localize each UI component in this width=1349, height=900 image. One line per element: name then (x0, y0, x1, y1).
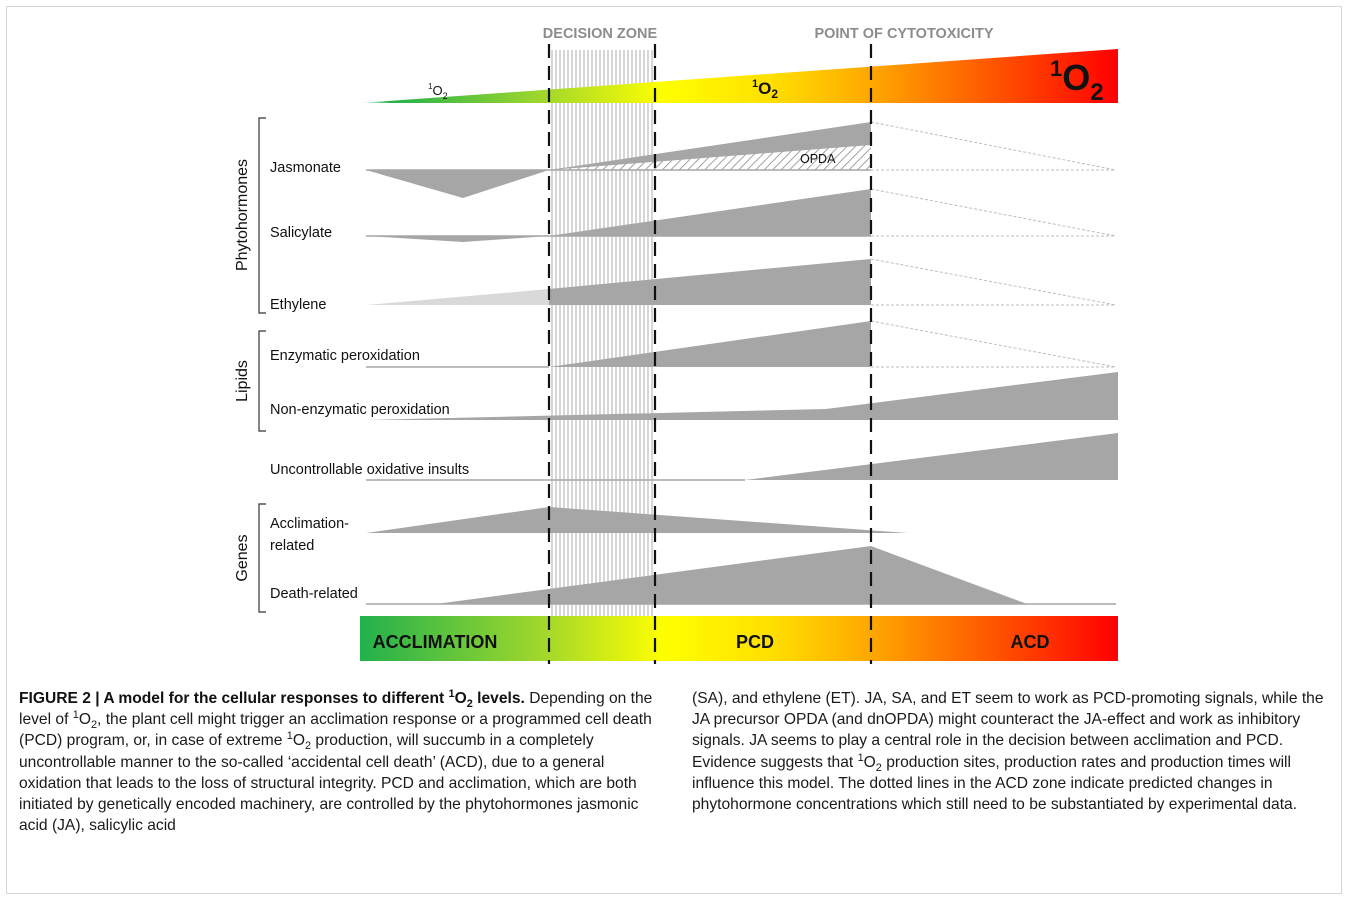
salicylate-predicted-upper (870, 188, 1117, 237)
caption-title: FIGURE 2 | A model for the cellular resp… (19, 687, 525, 711)
acclimation-related-label-line1: Acclimation- (270, 516, 349, 532)
opda-label: OPDA (800, 152, 836, 166)
decision-zone-label: DECISION ZONE (543, 26, 658, 42)
non-enzymatic-peroxidation-label: Non-enzymatic peroxidation (270, 402, 450, 418)
jasmonate-label: Jasmonate (270, 160, 341, 176)
caption-right-part2: production sites, production rates and p… (692, 753, 1298, 814)
acclimation-related-label-line2: related (270, 538, 314, 554)
genes-group-label: Genes (234, 534, 251, 581)
ethylene-row (366, 258, 1117, 306)
uncontrollable-insults-row (366, 433, 1118, 481)
acd-outcome-label: ACD (1011, 632, 1050, 652)
jasmonate-predicted-upper (870, 121, 1117, 171)
enzymatic-predicted-upper (870, 320, 1117, 368)
opda-hatched-shape (549, 145, 871, 170)
singlet-oxygen-label-small: 1O2 (428, 82, 448, 101)
jasmonate-dip-shape (366, 170, 549, 198)
death-genes-row (366, 546, 1116, 605)
ethylene-rise-shape (549, 259, 871, 305)
genes-bracket (258, 503, 266, 613)
outcome-gradient-bar (360, 616, 1118, 661)
salicylate-dip-shape (366, 236, 549, 242)
figure-frame (6, 6, 1342, 894)
phytohormones-group-label: Phytohormones (234, 159, 251, 271)
lipids-group-label: Lipids (234, 360, 251, 402)
death-related-label: Death-related (270, 586, 358, 602)
figure-caption-right: (SA), and ethylene (ET). JA, SA, and ET … (692, 690, 1324, 814)
uncontrollable-rise-shape (745, 433, 1118, 480)
non-enzymatic-peroxidation-shape (366, 372, 1118, 420)
lipids-bracket (258, 330, 266, 432)
ethylene-label: Ethylene (270, 297, 326, 313)
phytohormones-bracket (258, 117, 266, 314)
singlet-oxygen-label-medium: 1O2 (752, 78, 778, 101)
death-genes-shape (436, 546, 1027, 604)
uncontrollable-insults-label: Uncontrollable oxidative insults (270, 462, 469, 478)
caption-body-part2: , the plant cell might trigger an acclim… (19, 711, 652, 750)
caption-right-part1: (SA), and ethylene (ET). JA, SA, and ET … (692, 690, 1324, 771)
acclimation-outcome-label: ACCLIMATION (373, 632, 498, 652)
jasmonate-row (366, 121, 1117, 198)
enzymatic-peroxidation-row (366, 320, 1117, 368)
figure-caption-left: FIGURE 2 | A model for the cellular resp… (19, 687, 653, 835)
singlet-oxygen-gradient-wedge (360, 49, 1118, 103)
caption-body-part3: production, will succumb in a completely… (19, 732, 639, 835)
enzymatic-peroxidation-label: Enzymatic peroxidation (270, 348, 420, 364)
caption-body-part1: Depending on the level of (19, 690, 653, 729)
acclimation-genes-shape (366, 507, 908, 533)
salicylate-rise-shape (549, 189, 871, 236)
ethylene-light-shape (366, 289, 549, 305)
enzymatic-rise-shape (549, 321, 871, 367)
cell-response-model-diagram: DECISION ZONE POINT OF CYTOTOXICITY 1O2 … (234, 26, 1118, 664)
singlet-oxygen-label-large: 1O2 (1050, 56, 1104, 106)
ethylene-predicted-upper (870, 258, 1117, 306)
pcd-outcome-label: PCD (736, 632, 774, 652)
salicylate-label: Salicylate (270, 225, 332, 241)
point-of-cytotoxicity-label: POINT OF CYTOTOXICITY (814, 26, 993, 42)
salicylate-row (366, 188, 1117, 242)
